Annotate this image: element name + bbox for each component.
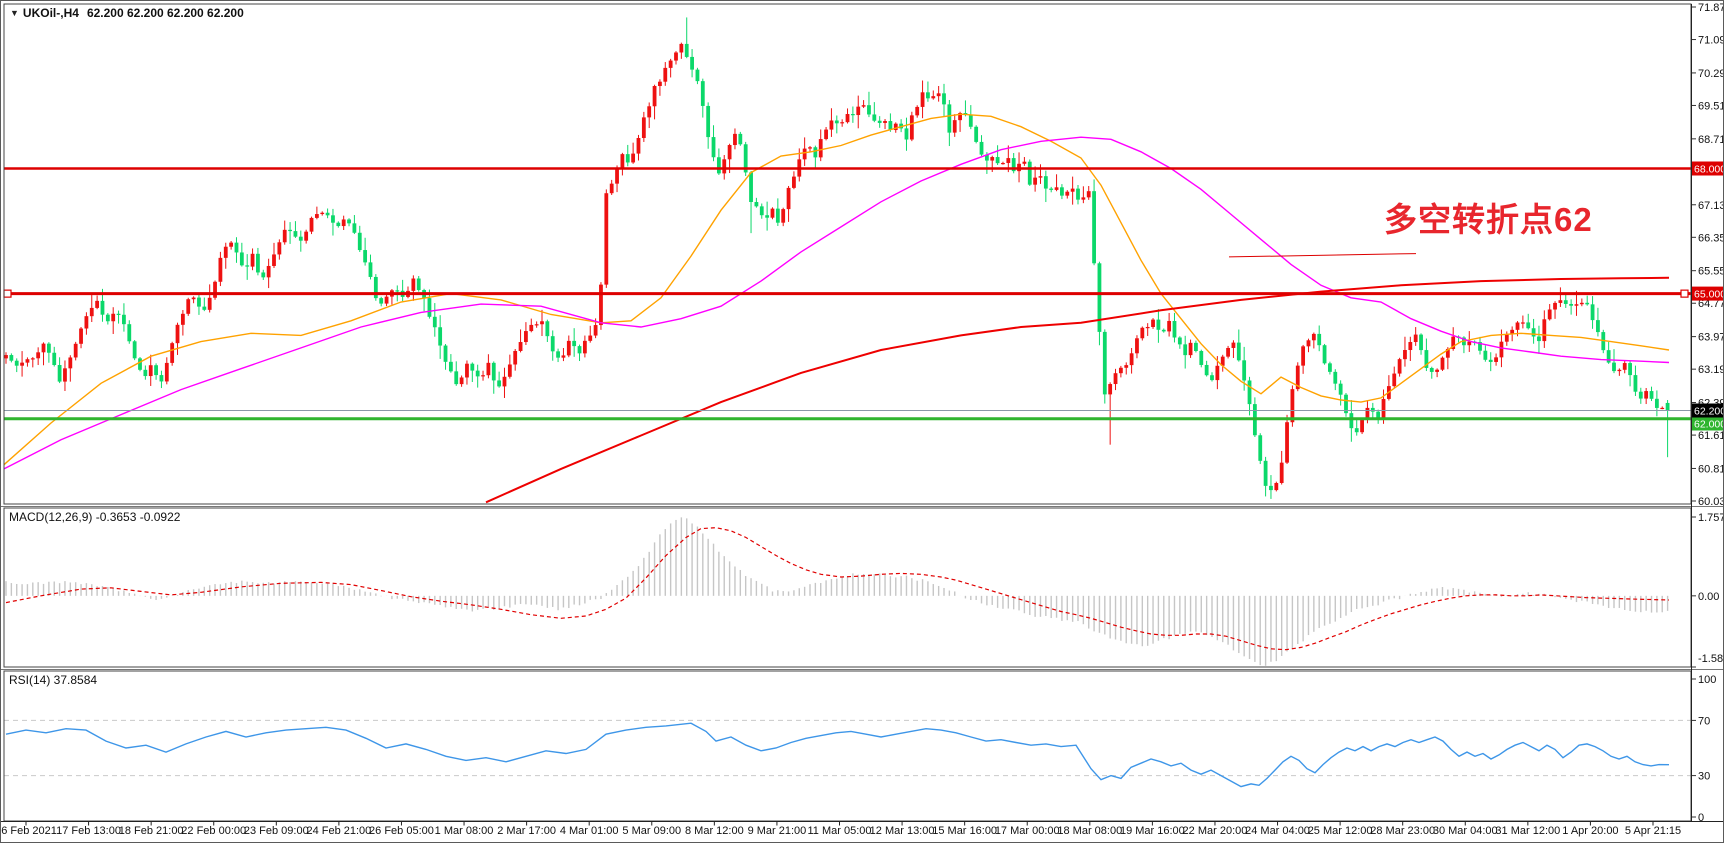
rsi-line: [5, 722, 1670, 788]
svg-text:62.200: 62.200: [1694, 406, 1724, 418]
time-axis-label: 31 Mar 12:00: [1495, 825, 1560, 837]
price-tick-label: 67.130: [1698, 200, 1724, 212]
rsi-tick-label: 100: [1698, 674, 1716, 686]
chart-text-annotation[interactable]: 多空转折点62: [1384, 201, 1593, 238]
main-price-panel[interactable]: [3, 17, 1691, 504]
time-axis-label: 8 Mar 12:00: [685, 825, 744, 837]
time-axis-label: 16 Feb 2021: [1, 825, 57, 837]
time-axis-label: 28 Mar 23:00: [1370, 825, 1435, 837]
price-tick-label: 68.710: [1698, 134, 1724, 146]
candles-layer: [4, 17, 1670, 499]
hline-anchor[interactable]: [3, 289, 12, 298]
chart-title: ▼ UKOil-,H4 62.200 62.200 62.200 62.200: [10, 6, 244, 20]
price-tick-label: 65.550: [1698, 266, 1724, 278]
price-tick-label: 64.770: [1698, 298, 1724, 310]
time-axis-label: 12 Mar 13:00: [870, 825, 935, 837]
time-axis-label: 23 Feb 09:00: [244, 825, 309, 837]
time-axis-label: 22 Feb 00:00: [181, 825, 246, 837]
price-tick-label: 69.510: [1698, 100, 1724, 112]
time-axis-label: 25 Mar 12:00: [1308, 825, 1373, 837]
price-box-62.000: 62.000: [1692, 416, 1724, 431]
time-axis-label: 17 Mar 00:00: [995, 825, 1060, 837]
price-tick-label: 60.810: [1698, 463, 1724, 475]
trendline-object[interactable]: [1228, 253, 1417, 258]
time-axis-label: 5 Apr 21:15: [1625, 825, 1681, 837]
macd-panel[interactable]: [5, 517, 1670, 666]
price-tick-label: 71.870: [1698, 2, 1724, 14]
time-axis-label: 17 Feb 13:00: [56, 825, 121, 837]
time-axis-label: 18 Mar 08:00: [1057, 825, 1122, 837]
symbol-period-label: UKOil-,H4: [22, 6, 79, 20]
rsi-indicator-label: RSI(14) 37.8584: [9, 673, 98, 687]
price-box-62.200: 62.200: [1692, 403, 1724, 418]
price-tick-label: 63.970: [1698, 332, 1724, 344]
price-tick-label: 60.030: [1698, 496, 1724, 508]
time-axis-label: 9 Mar 21:00: [748, 825, 807, 837]
rsi-tick-label: 70: [1698, 715, 1710, 727]
price-tick-label: 70.290: [1698, 68, 1724, 80]
rsi-panel[interactable]: [4, 719, 1691, 788]
svg-text:62.000: 62.000: [1694, 419, 1724, 431]
time-axis-label: 4 Mar 01:00: [560, 825, 619, 837]
macd-signal-line: [5, 527, 1670, 651]
time-axis-label: 24 Mar 04:00: [1245, 825, 1310, 837]
hline-pivot-65[interactable]: [3, 289, 1691, 298]
rsi-tick-label: 30: [1698, 771, 1710, 783]
time-axis-label: 30 Mar 04:00: [1433, 825, 1498, 837]
hline-anchor[interactable]: [1680, 289, 1689, 298]
time-axis-label: 11 Mar 05:00: [807, 825, 871, 837]
price-tick-label: 66.350: [1698, 232, 1724, 244]
time-axis-label: 22 Mar 20:00: [1183, 825, 1248, 837]
price-box-68.000: 68.000: [1692, 161, 1724, 176]
time-axis-label: 1 Apr 20:00: [1562, 825, 1618, 837]
price-tick-label: 61.610: [1698, 430, 1724, 442]
time-axis-label: 15 Mar 16:00: [932, 825, 997, 837]
time-axis-label: 18 Feb 21:00: [119, 825, 184, 837]
rsi-tick-label: 0: [1698, 812, 1704, 824]
quote-values: 62.200 62.200 62.200 62.200: [86, 6, 244, 20]
macd-indicator-label: MACD(12,26,9) -0.3653 -0.0922: [9, 510, 181, 524]
macd-tick-label: 1.7579: [1698, 512, 1724, 524]
time-axis-label: 5 Mar 09:00: [622, 825, 681, 837]
time-axis-label: 24 Feb 21:00: [306, 825, 371, 837]
time-axis-label: 19 Mar 16:00: [1120, 825, 1185, 837]
price-tick-label: 71.090: [1698, 35, 1724, 47]
chevron-down-icon[interactable]: ▼: [10, 8, 19, 18]
macd-tick-label: -1.5867: [1698, 653, 1724, 665]
svg-text:65.000: 65.000: [1694, 289, 1724, 301]
svg-text:68.000: 68.000: [1694, 164, 1724, 176]
time-axis-label: 2 Mar 17:00: [497, 825, 556, 837]
ma-mid-magenta: [3, 136, 1670, 470]
price-box-65.000: 65.000: [1692, 286, 1724, 301]
macd-tick-label: 0.00: [1698, 591, 1719, 603]
time-axis-label: 1 Mar 08:00: [435, 825, 494, 837]
ma-fast-orange: [3, 113, 1670, 466]
time-axis-label: 26 Feb 05:00: [369, 825, 434, 837]
ma-slow-red: [485, 276, 1670, 504]
price-tick-label: 63.190: [1698, 364, 1724, 376]
